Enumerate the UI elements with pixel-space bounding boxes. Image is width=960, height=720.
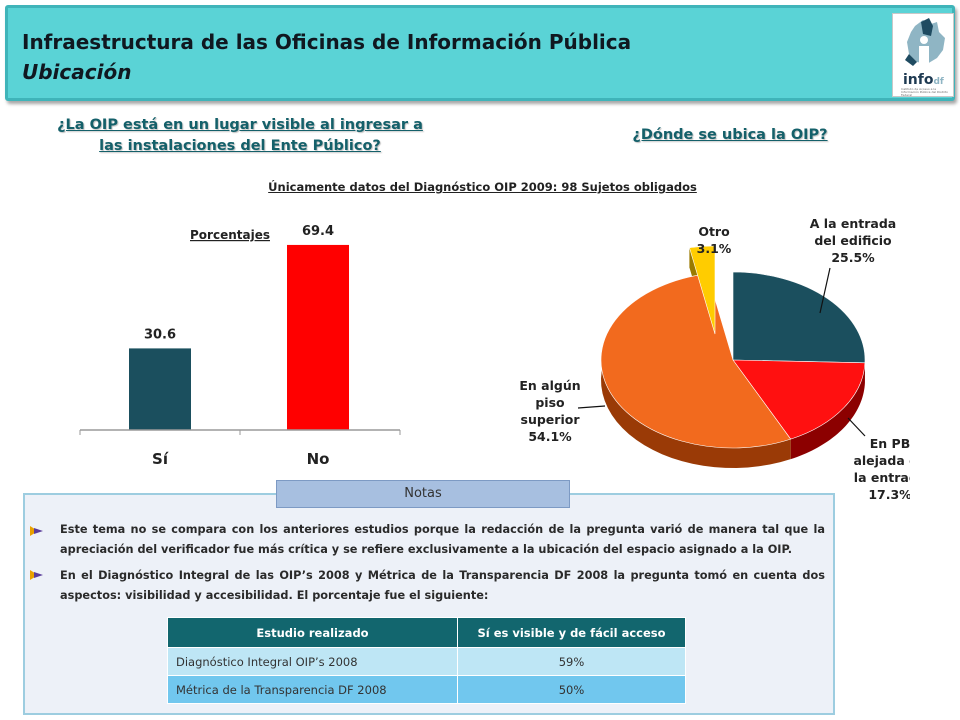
map-logo-icon [905,18,945,66]
pie-leader-line [847,417,866,437]
pie-slice-label: Otro 3.1% [697,224,732,256]
bar-chart-legend-label: Porcentajes [190,228,270,242]
page-title: Infraestructura de las Oficinas de Infor… [22,30,632,54]
comparison-table: Estudio realizado Sí es visible y de fác… [167,617,686,704]
pie-leader-line [819,267,831,314]
pie-slice-side [790,362,865,460]
header-banner: Infraestructura de las Oficinas de Infor… [5,5,955,101]
bar-value-label: 69.4 [302,224,334,239]
pie-slice-side [601,273,791,468]
note-bullet-1: Este tema no se compara con los anterior… [60,523,825,556]
pie-slice-4 [689,245,716,335]
note-bullet-2: En el Diagnóstico Integral de las OIP’s … [60,569,825,602]
pie-chart: A la entrada del edificio 25.5% En PB alejad… [519,216,910,502]
table-cell-study: Métrica de la Transparencia DF 2008 [167,675,458,704]
bar-category-label: Sí [152,450,169,468]
table-header-study: Estudio realizado [167,617,458,648]
bullet-arrow-icon [30,526,43,536]
bar-value-label: 30.6 [144,327,176,342]
pie-slice-2 [732,359,866,440]
pie-slice-label: En algún piso superior 54.1% [519,378,580,444]
bar-1 [129,348,191,430]
question-location: ¿Dónde se ubica la OIP? [632,127,828,143]
bar-2 [287,244,349,430]
page-subtitle: Ubicación [22,60,132,84]
table-header-value: Sí es visible y de fácil acceso [457,617,686,648]
pie-leader-line [577,405,606,409]
table-cell-study: Diagnóstico Integral OIP’s 2008 [167,647,458,676]
question-visibility: ¿La OIP está en un lugar visible al ingr… [57,117,423,154]
pie-slice-3 [600,273,792,449]
bullet-arrow-icon [30,570,43,580]
table-row: Métrica de la Transparencia DF 2008 50% [167,675,686,704]
pie-slice-label: A la entrada del edificio 25.5% [810,216,896,265]
logo-wordmark: infodf [903,72,944,88]
bar-chart: Porcentajes 30.6 Sí 69.4 No [79,224,401,468]
logo-caption: Instituto de Acceso a la Información Púb… [901,87,948,97]
notes-tab: Notas [276,480,570,508]
table-cell-value: 50% [457,675,686,704]
table-cell-value: 59% [457,647,686,676]
data-source-note: Únicamente datos del Diagnóstico OIP 200… [268,180,697,194]
table-header-row: Estudio realizado Sí es visible y de fác… [167,617,686,648]
table-row: Diagnóstico Integral OIP’s 2008 59% [167,647,686,676]
infodf-logo: infodf Instituto de Acceso a la Informac… [892,13,954,97]
pie-slice-1 [732,271,866,364]
bar-category-label: No [307,450,330,468]
